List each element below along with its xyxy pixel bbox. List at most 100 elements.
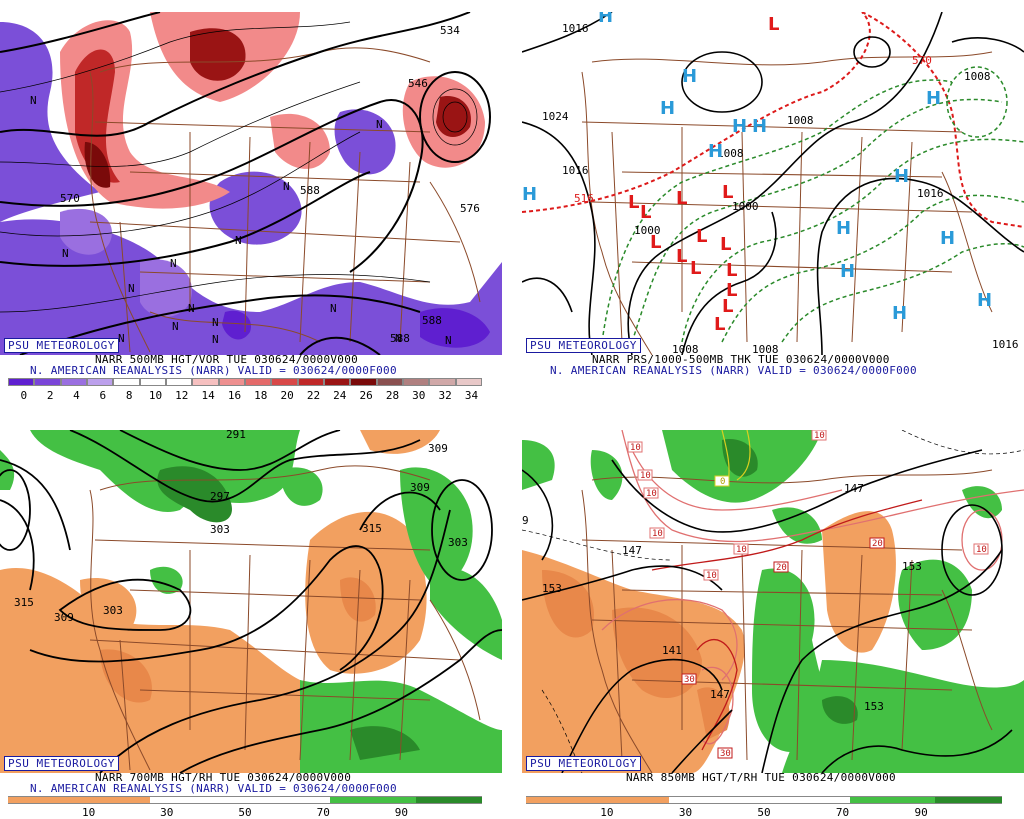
credit-label: PSU METEOROLOGY [526,338,641,353]
temperature-label: 10 [649,527,665,539]
colorbar-segment [113,378,140,386]
high-pressure-marker: H [892,303,907,324]
colorbar-tick-label: 10 [148,389,163,402]
vorticity-min-mark: N [212,316,219,329]
high-pressure-marker: H [940,228,955,249]
caption-valid: N. AMERICAN REANALYSIS (NARR) VALID = 03… [550,364,917,377]
high-pressure-marker: H [522,184,537,205]
panel-850mb-temperature-humidity: 147 153 141 147 153 153 147 9 10 10 10 1… [522,430,1024,773]
colorbar-tick-label: 2 [46,389,54,402]
svg-text:10: 10 [706,571,717,581]
colorbar-tick-label: 26 [359,389,373,402]
colorbar-tick-label: 6 [99,389,107,402]
high-pressure-marker: H [836,218,851,239]
temperature-label: 10 [973,543,989,555]
colorbar-tick-label: 20 [280,389,294,402]
colorbar-segment [668,796,850,804]
humidity-700-map [0,430,502,773]
credit-label: PSU METEOROLOGY [4,756,119,771]
colorbar-tick-label: 32 [438,389,452,402]
low-pressure-marker: L [690,258,701,279]
colorbar-tick-label: 34 [464,389,479,402]
vorticity-min-mark: N [283,180,290,193]
contour-label: 588 [390,332,410,345]
low-pressure-marker: L [722,182,733,203]
colorbar-segment [297,378,324,386]
colorbar-segment [429,378,456,386]
isobar-label: 1008 [787,114,814,127]
high-pressure-marker: H [708,141,723,162]
contour-label: 546 [408,77,428,90]
panel-700mb-humidity: 291 297 303 309 315 309 303 315 309 303 … [0,430,502,773]
isobar-label: 1016 [917,187,944,200]
contour-label: 9 [522,514,529,527]
colorbar-segment [849,796,936,804]
low-pressure-marker: L [714,314,725,335]
contour-label: 303 [103,604,123,617]
colorbar-segment [192,378,219,386]
colorbar-segment [218,378,245,386]
temperature-850-map [522,430,1024,773]
vorticity-min-mark: N [330,302,337,315]
contour-label: 153 [864,700,884,713]
caption-title: NARR 700MB HGT/RH TUE 030624/0000V000 [95,771,352,784]
colorbar-tick-label: 10 [600,806,614,819]
colorbar-tick-label: 22 [306,389,321,402]
low-pressure-marker: L [726,260,737,281]
vorticity-min-mark: N [212,333,219,346]
humidity-700-labels: 291 297 303 309 315 309 303 315 309 303 … [14,430,468,624]
contour-label: 576 [460,202,480,215]
colorbar-segment [271,378,298,386]
temperature-label: 10 [627,441,643,453]
colorbar-tick-label: 14 [201,389,215,402]
colorbar-segment [166,378,193,386]
vorticity-min-mark: N [128,282,135,295]
humidity-850-colorbar-ticks: 10 30 50 70 90 [526,806,1002,819]
vorticity-labels: 534 546 570 588 588 576 588 N N N N N N … [30,24,480,347]
colorbar-tick-label: 12 [175,389,189,402]
colorbar-tick-label: 18 [254,389,268,402]
contour-label: 147 [622,544,642,557]
svg-text:10: 10 [646,489,657,499]
temperature-label: 10 [811,430,827,441]
contour-label: 315 [362,522,382,535]
high-pressure-marker: H [894,166,909,187]
contour-label: 315 [14,596,34,609]
svg-text:30: 30 [684,675,695,685]
vorticity-min-mark: N [235,234,242,247]
low-pressure-marker: L [722,296,733,317]
low-pressure-marker: L [768,14,779,35]
colorbar-segment [455,378,482,386]
vorticity-min-mark: N [170,257,177,270]
vorticity-min-mark: N [30,94,37,107]
thickness-label: 516 [574,192,594,205]
colorbar-tick-label: 70 [316,806,330,819]
low-pressure-marker: L [650,232,661,253]
caption-valid: N. AMERICAN REANALYSIS (NARR) VALID = 03… [30,364,397,377]
contour-label: 570 [60,192,80,205]
svg-text:10: 10 [640,471,651,481]
contour-label: 588 [422,314,442,327]
vorticity-min-mark: N [445,334,452,347]
vorticity-min-mark: N [376,118,383,131]
colorbar-segment [87,378,114,386]
contour-label: 588 [300,184,320,197]
isobar-label: 1008 [717,147,744,160]
colorbar-tick-label: 10 [81,806,96,819]
temperature-850-labels: 147 153 141 147 153 153 147 9 10 10 10 1… [522,430,989,759]
panel-pressure-thickness: 1016 1024 1016 1008 1008 1000 1008 1008 … [522,12,1024,355]
high-pressure-marker: H [660,98,675,119]
low-pressure-marker: L [676,246,687,267]
isobar-label: 1000 [732,200,759,213]
low-pressure-marker: L [720,234,731,255]
low-pressure-marker: L [696,226,707,247]
colorbar-tick-label: 90 [914,806,928,819]
contour-label: 141 [662,644,682,657]
vorticity-min-mark: N [62,247,69,260]
high-pressure-marker: H [840,261,855,282]
colorbar-segment [8,796,151,804]
svg-text:10: 10 [976,545,987,555]
isobar-label: 1008 [752,343,779,355]
colorbar-tick-label: 30 [678,806,693,819]
humidity-700-colorbar-ticks: 10 30 50 70 90 [8,806,482,819]
